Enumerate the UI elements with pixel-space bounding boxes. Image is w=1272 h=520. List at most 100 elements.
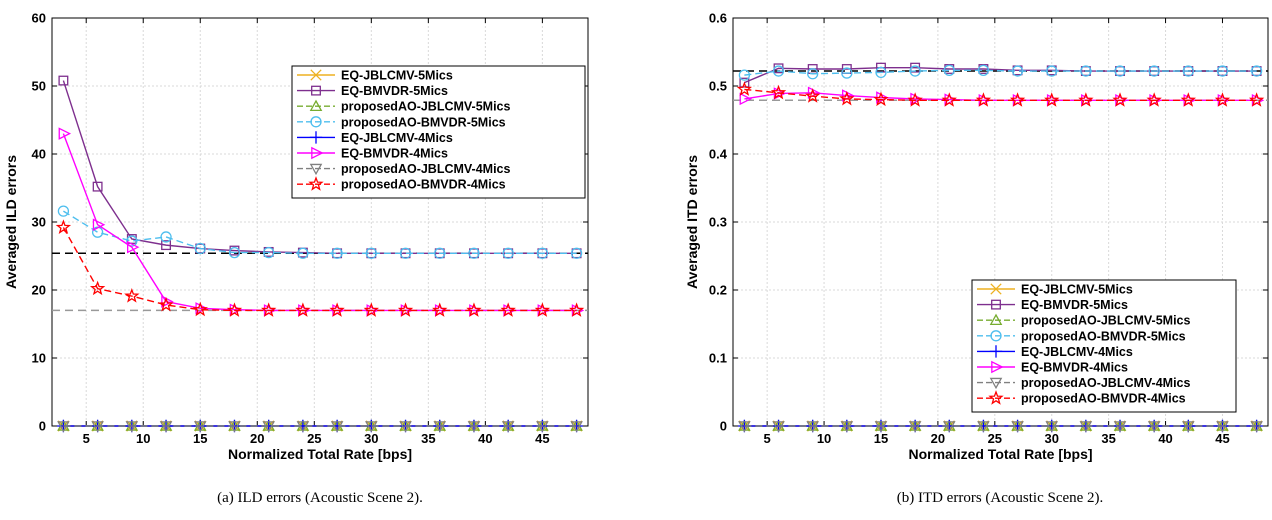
data-point <box>434 247 446 259</box>
legend-label: EQ-BMVDR-4Mics <box>1021 361 1128 375</box>
x-tick-label: 40 <box>1158 431 1172 446</box>
data-point <box>874 421 888 433</box>
data-point <box>160 231 172 243</box>
x-axis-label: Normalized Total Rate [bps] <box>908 446 1092 462</box>
data-point <box>907 92 923 107</box>
data-point <box>466 302 482 317</box>
data-point <box>126 235 138 247</box>
legend-label: proposedAO-BMVDR-4Mics <box>1021 392 1186 406</box>
series-EQ-BMVDR-4Mics <box>739 86 1265 107</box>
series-line <box>744 66 1257 84</box>
legend-entry: proposedAO-JBLCMV-4Mics <box>297 162 511 176</box>
legend-entry: proposedAO-BMVDR-4Mics <box>297 176 506 192</box>
data-point <box>1011 421 1024 433</box>
data-point <box>263 246 275 259</box>
legend-entry: EQ-JBLCMV-5Mics <box>297 69 453 83</box>
data-point <box>738 421 751 433</box>
y-tick-label: 60 <box>32 11 46 26</box>
data-point <box>193 421 207 433</box>
data-point <box>57 205 70 217</box>
data-point <box>536 247 549 259</box>
data-point <box>365 247 377 259</box>
legend-entry: proposedAO-BMVDR-5Mics <box>297 115 506 129</box>
data-point <box>1114 65 1126 77</box>
data-point <box>261 302 277 317</box>
x-tick-label: 40 <box>478 431 492 446</box>
data-point <box>433 421 447 433</box>
data-point <box>1079 421 1093 433</box>
x-tick-label: 5 <box>83 431 90 446</box>
legend-entry: proposedAO-BMVDR-5Mics <box>977 329 1186 343</box>
figure-caption: (a) ILD errors (Acoustic Scene 2). <box>217 490 423 506</box>
y-axis-label: Averaged ITD errors <box>684 155 700 289</box>
figure-caption: (b) ITD errors (Acoustic Scene 2). <box>897 490 1104 506</box>
legend-box <box>971 279 1237 413</box>
x-tick-label: 20 <box>250 431 264 446</box>
x-tick-label: 30 <box>364 431 378 446</box>
data-point <box>1078 92 1094 107</box>
legend-label: proposedAO-JBLCMV-4Mics <box>1021 376 1191 390</box>
y-tick-label: 0.6 <box>709 11 727 26</box>
y-tick-label: 0.2 <box>709 283 727 298</box>
series-proposedAO-BMVDR-4Mics <box>736 81 1265 107</box>
data-point <box>158 296 174 312</box>
legend-entry: EQ-JBLCMV-4Mics <box>977 345 1133 359</box>
y-tick-label: 0.3 <box>709 215 727 230</box>
data-point <box>55 219 72 234</box>
legend-label: proposedAO-JBLCMV-5Mics <box>341 100 511 114</box>
data-point <box>57 421 70 433</box>
data-point <box>1248 92 1265 107</box>
data-point <box>1080 65 1092 77</box>
data-point <box>262 421 275 433</box>
data-point <box>1009 92 1026 107</box>
data-point <box>568 302 585 317</box>
data-point <box>1216 65 1229 77</box>
x-tick-label: 15 <box>874 431 888 446</box>
data-point <box>58 127 72 140</box>
legend-marker <box>310 116 322 128</box>
data-point <box>92 218 106 231</box>
data-point <box>194 242 206 255</box>
data-point <box>296 421 310 433</box>
data-point <box>943 64 955 77</box>
x-tick-label: 15 <box>193 431 207 446</box>
x-tick-label: 45 <box>535 431 549 446</box>
data-point <box>399 421 412 433</box>
data-point <box>570 247 583 259</box>
data-point <box>770 84 787 100</box>
data-point <box>330 421 344 433</box>
legend-entry: EQ-BMVDR-4Mics <box>297 147 448 161</box>
legend-label: proposedAO-JBLCMV-5Mics <box>1021 314 1191 328</box>
data-point <box>842 89 855 102</box>
legend-entry: EQ-BMVDR-5Mics <box>977 298 1128 312</box>
x-tick-label: 25 <box>988 431 1002 446</box>
legend-label: proposedAO-BMVDR-5Mics <box>341 115 506 129</box>
series-line <box>744 88 1257 101</box>
legend-label: EQ-BMVDR-5Mics <box>1021 298 1128 312</box>
x-tick-label: 10 <box>817 431 831 446</box>
legend-marker <box>309 99 323 112</box>
data-point <box>570 421 583 433</box>
data-point <box>127 240 140 254</box>
data-point <box>1112 92 1128 107</box>
legend-marker <box>990 330 1002 342</box>
data-point <box>841 67 853 79</box>
legend-marker <box>308 176 324 191</box>
legend-entry: proposedAO-JBLCMV-5Mics <box>297 99 511 114</box>
legend-entry: EQ-BMVDR-4Mics <box>977 361 1128 375</box>
legend-marker <box>989 345 1003 358</box>
x-tick-label: 35 <box>421 431 435 446</box>
data-point <box>1214 92 1231 107</box>
legend-label: EQ-JBLCMV-5Mics <box>1021 283 1133 297</box>
data-point <box>536 421 549 433</box>
legend-entry: EQ-JBLCMV-5Mics <box>977 283 1133 297</box>
data-point <box>228 421 241 433</box>
legend-marker <box>991 299 1001 310</box>
data-point <box>805 88 821 103</box>
legend-marker <box>991 360 1004 374</box>
legend-marker <box>309 131 323 144</box>
data-point <box>89 280 106 296</box>
chart-itd-errors: 0 0.1 0.2 0.3 0.4 0.5 0.6 5 10 15 20 25 30 35 40 45 Norm… <box>684 11 1269 506</box>
data-point <box>503 248 514 259</box>
data-point <box>739 77 750 88</box>
